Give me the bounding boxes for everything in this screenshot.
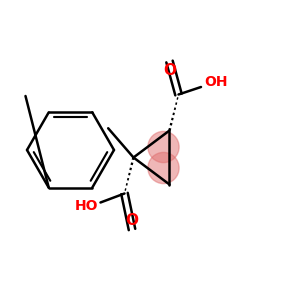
Text: O: O (163, 63, 176, 78)
Text: OH: OH (204, 76, 228, 89)
Circle shape (148, 131, 179, 163)
Text: HO: HO (75, 199, 99, 212)
Circle shape (148, 152, 179, 184)
Text: O: O (125, 213, 139, 228)
